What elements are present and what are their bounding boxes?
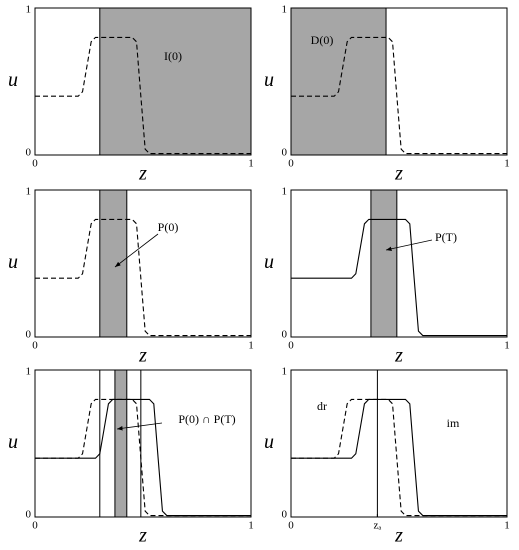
panel: 0 1 0 1 z u <box>8 186 254 367</box>
x-tick-label: 0 <box>32 520 38 532</box>
curve <box>291 218 507 337</box>
y-tick-label: 0 <box>26 147 32 159</box>
y-tick-label: 0 <box>282 509 288 521</box>
curve <box>291 398 507 517</box>
x-tick-label: 1 <box>248 340 254 352</box>
curve <box>35 398 251 517</box>
annotation-arrow <box>385 239 433 251</box>
axes-frame <box>290 189 508 338</box>
x-axis-label: z <box>394 345 403 367</box>
y-tick-label: 0 <box>26 509 32 521</box>
shaded-region <box>99 8 251 155</box>
x-tick-label: 1 <box>248 158 254 170</box>
y-axis-label: u <box>264 431 274 453</box>
annotation: P(T) <box>435 230 457 244</box>
y-tick-label: 1 <box>26 366 32 378</box>
y-axis-label: u <box>8 431 18 453</box>
y-tick-label: 1 <box>282 4 288 16</box>
shaded-region <box>99 190 127 337</box>
annotation: P(0) ∩ P(T) <box>178 412 235 426</box>
axes-frame <box>34 189 252 338</box>
shaded-region <box>114 370 127 517</box>
y-axis-label: u <box>264 69 274 91</box>
axes-frame <box>290 7 508 156</box>
x-tick-label: 0 <box>288 340 294 352</box>
panel: 0 1 0 1 z u <box>264 4 510 185</box>
shaded-region <box>291 8 387 155</box>
curve <box>35 218 251 337</box>
x-axis-label: z <box>394 525 403 547</box>
y-axis-label: u <box>8 251 18 273</box>
y-axis-label: u <box>264 251 274 273</box>
axes-frame <box>290 369 508 518</box>
y-axis-label: u <box>8 69 18 91</box>
y-tick-label: 0 <box>282 147 288 159</box>
y-tick-label: 1 <box>26 186 32 198</box>
panel: 0 zₐ 1 0 1 z u <box>264 366 510 547</box>
annotation: P(0) <box>158 220 179 234</box>
x-tick-label: 1 <box>504 340 510 352</box>
curve <box>291 398 507 517</box>
x-tick-label: 0 <box>32 158 38 170</box>
x-tick-label: 0 <box>288 158 294 170</box>
panel: 0 1 0 1 z u <box>8 366 254 547</box>
x-tick-label: 1 <box>504 520 510 532</box>
x-axis-label: z <box>138 525 147 547</box>
annotation-arrow <box>114 233 159 268</box>
annotation: D(0) <box>311 33 334 47</box>
annotation: im <box>447 416 460 430</box>
annotation: I(0) <box>164 49 182 63</box>
curve <box>35 36 251 155</box>
x-tick-label: zₐ <box>373 520 381 532</box>
annotation-arrow <box>116 422 163 431</box>
y-tick-label: 1 <box>282 366 288 378</box>
curve <box>35 398 251 517</box>
x-axis-label: z <box>394 163 403 185</box>
shaded-region <box>370 190 397 337</box>
y-tick-label: 0 <box>282 329 288 341</box>
x-tick-label: 0 <box>32 340 38 352</box>
panel: 0 1 0 1 z u <box>8 4 254 185</box>
y-tick-label: 1 <box>26 4 32 16</box>
x-tick-label: 1 <box>248 520 254 532</box>
curve <box>291 36 507 155</box>
x-tick-label: 0 <box>288 520 294 532</box>
x-axis-label: z <box>138 345 147 367</box>
axes-frame <box>34 7 252 156</box>
axes-frame <box>34 369 252 518</box>
x-axis-label: z <box>138 163 147 185</box>
y-tick-label: 1 <box>282 186 288 198</box>
annotation: dr <box>317 399 327 413</box>
x-tick-label: 1 <box>504 158 510 170</box>
panel: 0 1 0 1 z u <box>264 186 510 367</box>
y-tick-label: 0 <box>26 329 32 341</box>
